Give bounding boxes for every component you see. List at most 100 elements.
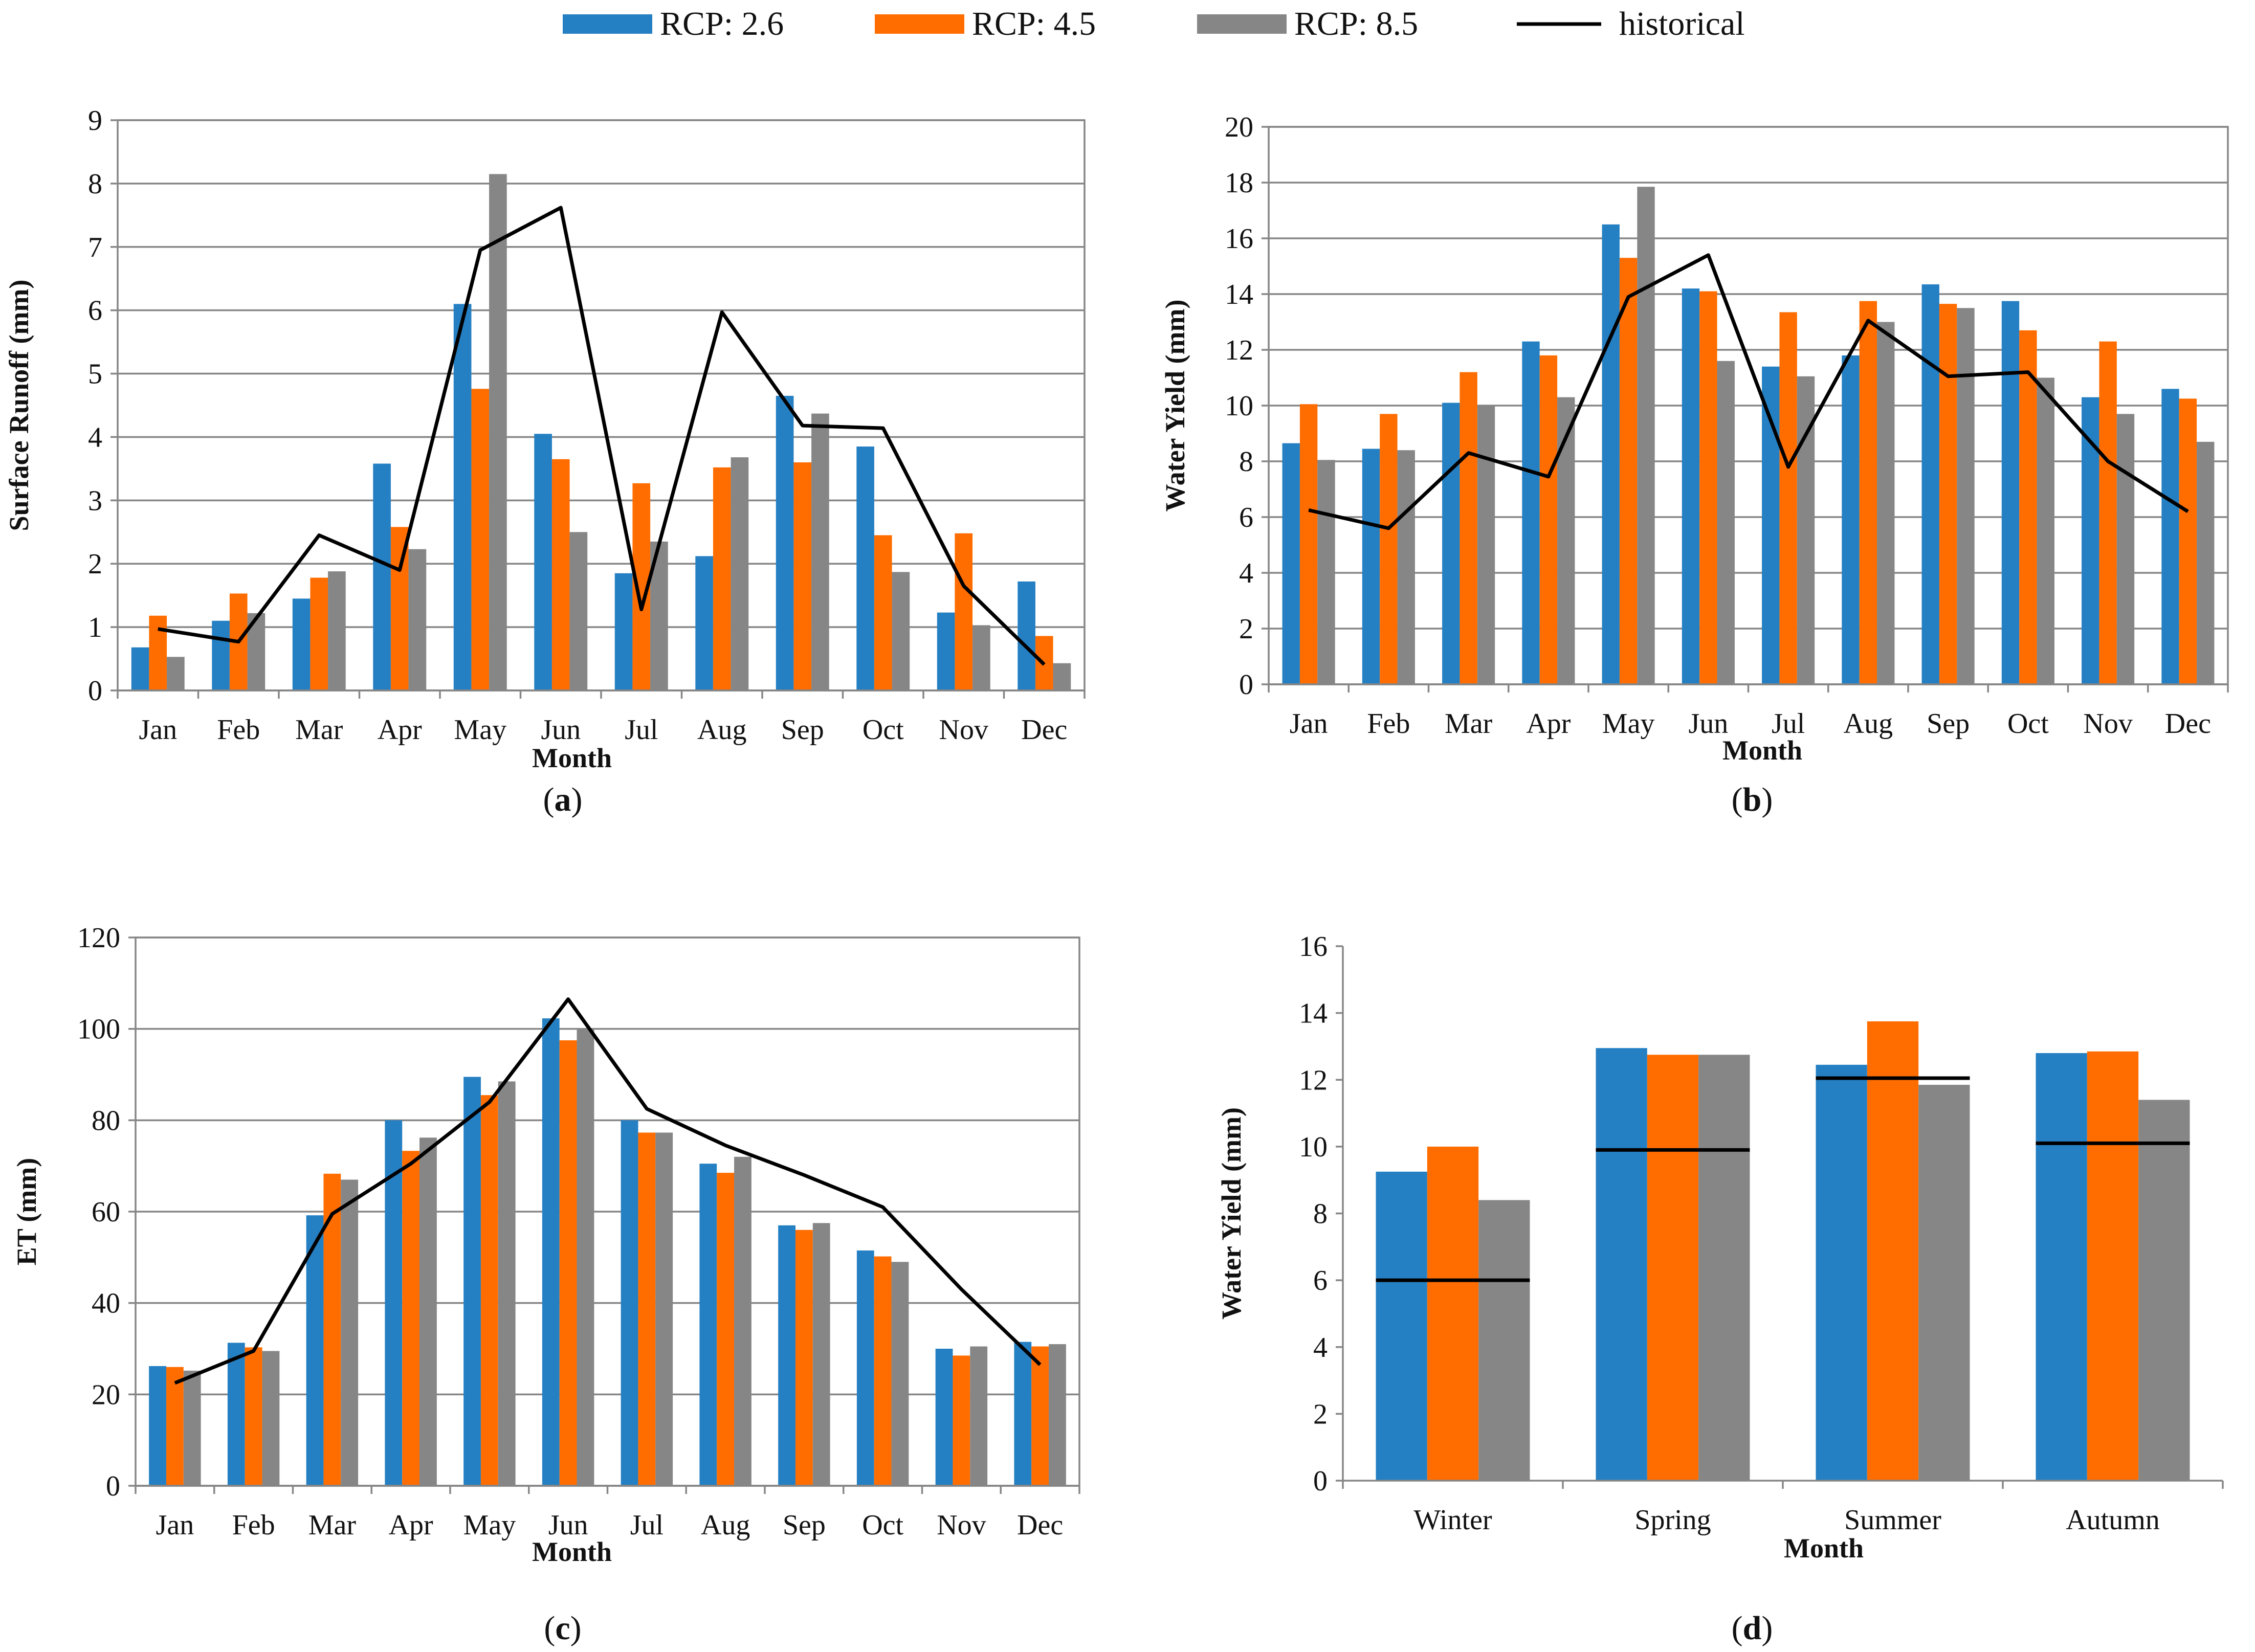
x-tick-label-winter: Winter <box>1413 1504 1492 1536</box>
bar-rcp-8-5-sep <box>811 413 829 690</box>
bar-rcp-8-5-oct <box>2037 377 2054 684</box>
caption-letter: d <box>1743 1610 1762 1647</box>
bar-rcp-8-5-nov <box>972 625 990 690</box>
y-tick-label: 18 <box>1225 167 1253 199</box>
x-tick-label-sep: Sep <box>783 1509 826 1541</box>
caption-letter: c <box>555 1610 570 1647</box>
bar-rcp-2-6-apr <box>1522 341 1540 684</box>
y-axis-title: ET (mm) <box>11 1158 42 1266</box>
bar-rcp-2-6-dec <box>1014 1342 1032 1486</box>
bar-rcp-4-5-apr <box>1539 355 1558 684</box>
x-tick-label-may: May <box>1602 708 1655 740</box>
bar-rcp-4-5-apr <box>402 1151 420 1486</box>
y-tick-label: 0 <box>1313 1465 1328 1497</box>
y-tick-label: 2 <box>1239 613 1253 645</box>
bar-rcp-8-5-may <box>489 174 507 690</box>
x-tick-label-feb: Feb <box>1367 708 1410 740</box>
bar-rcp-8-5-winter <box>1478 1200 1530 1481</box>
x-tick-label-nov: Nov <box>937 1509 986 1541</box>
x-tick-label-nov: Nov <box>2083 708 2132 740</box>
legend-swatch-rcp-2-6 <box>563 14 652 34</box>
y-tick-label: 12 <box>1225 334 1253 366</box>
bar-rcp-2-6-dec <box>2161 389 2179 684</box>
y-tick-label: 10 <box>1225 390 1253 422</box>
caption-close-paren: ) <box>570 1610 582 1647</box>
x-tick-label-nov: Nov <box>939 714 988 746</box>
y-axis-title: Water Yield (mm) <box>1160 300 1190 512</box>
y-tick-label: 0 <box>88 675 102 707</box>
bar-rcp-8-5-sep <box>812 1223 830 1486</box>
bar-rcp-4-5-oct <box>2019 330 2037 684</box>
bar-rcp-2-6-feb <box>212 620 230 690</box>
chart-legend: RCP: 2.6 RCP: 4.5 RCP: 8.5 historical <box>563 5 1745 42</box>
bar-rcp-4-5-mar <box>310 577 328 690</box>
bar-rcp-4-5-nov <box>953 1355 970 1486</box>
bar-rcp-8-5-apr <box>419 1137 437 1486</box>
bar-rcp-8-5-dec <box>1049 1344 1066 1486</box>
y-tick-label: 8 <box>1239 446 1253 478</box>
x-tick-label-jun: Jun <box>1688 708 1728 740</box>
bar-rcp-2-6-nov <box>2082 397 2099 684</box>
y-tick-label: 9 <box>88 105 102 137</box>
bar-rcp-2-6-jul <box>614 573 633 690</box>
panel-a-surface-runoff-chart: 0 1 2 3 4 5 6 7 8 9 Jan Feb Mar Apr May Jun Jul Aug Sep Oct… <box>4 105 1086 818</box>
y-tick-label: 20 <box>1225 111 1253 143</box>
bar-rcp-8-5-mar <box>328 571 346 690</box>
y-tick-label: 60 <box>92 1196 120 1228</box>
bar-rcp-4-5-jul <box>1779 312 1797 684</box>
y-tick-label: 0 <box>106 1470 120 1502</box>
y-tick-label: 4 <box>88 421 102 453</box>
y-axis-title: Water Yield (mm) <box>1216 1107 1247 1320</box>
y-tick-label: 5 <box>88 359 102 390</box>
bar-rcp-4-5-mar <box>323 1173 341 1486</box>
bar-rcp-4-5-jun <box>1699 291 1717 684</box>
x-tick-label-sep: Sep <box>781 714 824 746</box>
bar-rcp-8-5-may <box>1637 187 1655 684</box>
y-tick-label: 40 <box>92 1288 120 1320</box>
y-tick-label: 7 <box>88 232 102 263</box>
bar-rcp-8-5-jun <box>1717 361 1735 684</box>
bar-rcp-4-5-jan <box>1299 404 1318 684</box>
bar-rcp-4-5-aug <box>713 467 731 690</box>
bar-rcp-2-6-may <box>1602 224 1620 684</box>
x-tick-label-oct: Oct <box>863 714 904 746</box>
x-tick-label-apr: Apr <box>1526 708 1571 740</box>
bar-rcp-8-5-mar <box>1477 406 1495 684</box>
caption-open-paren: ( <box>544 1610 555 1647</box>
x-tick-label-spring: Spring <box>1634 1504 1711 1536</box>
panel-caption: (a) <box>543 781 583 818</box>
bar-rcp-2-6-mar <box>306 1215 324 1486</box>
x-tick-label-feb: Feb <box>232 1509 275 1541</box>
bar-rcp-8-5-nov <box>970 1346 988 1486</box>
y-tick-label: 1 <box>88 612 102 643</box>
bar-rcp-2-6-jan <box>149 1366 166 1486</box>
x-axis-title: Month <box>1784 1533 1864 1564</box>
bar-rcp-2-6-jun <box>534 434 552 690</box>
bar-rcp-4-5-may <box>1619 258 1638 684</box>
legend-label-rcp-4-5: RCP: 4.5 <box>972 5 1096 42</box>
panel-caption: (b) <box>1732 781 1773 818</box>
bar-rcp-8-5-aug <box>734 1156 751 1486</box>
historical-line <box>1308 253 2189 530</box>
bar-rcp-4-5-feb <box>1380 414 1398 684</box>
x-tick-label-jan: Jan <box>139 714 177 746</box>
x-tick-label-apr: Apr <box>389 1509 433 1541</box>
x-axis-title: Month <box>532 1536 612 1567</box>
bar-rcp-2-6-summer <box>1816 1064 1867 1481</box>
x-tick-label-aug: Aug <box>697 714 746 746</box>
bar-rcp-2-6-aug <box>695 556 713 690</box>
bar-rcp-2-6-apr <box>385 1120 403 1486</box>
bar-rcp-4-5-apr <box>390 527 409 690</box>
x-tick-label-feb: Feb <box>217 714 260 746</box>
x-tick-label-dec: Dec <box>1017 1509 1063 1541</box>
legend-swatch-rcp-8-5 <box>1197 14 1287 34</box>
x-tick-label-jul: Jul <box>1772 708 1805 740</box>
bar-rcp-2-6-jun <box>542 1018 560 1486</box>
bar-rcp-4-5-may <box>480 1095 498 1486</box>
y-tick-label: 3 <box>88 485 102 517</box>
bar-rcp-8-5-feb <box>262 1351 280 1486</box>
bar-rcp-8-5-oct <box>892 572 910 690</box>
legend-label-historical: historical <box>1619 5 1745 42</box>
caption-close-paren: ) <box>1761 781 1773 818</box>
bar-rcp-2-6-oct <box>856 1250 874 1486</box>
